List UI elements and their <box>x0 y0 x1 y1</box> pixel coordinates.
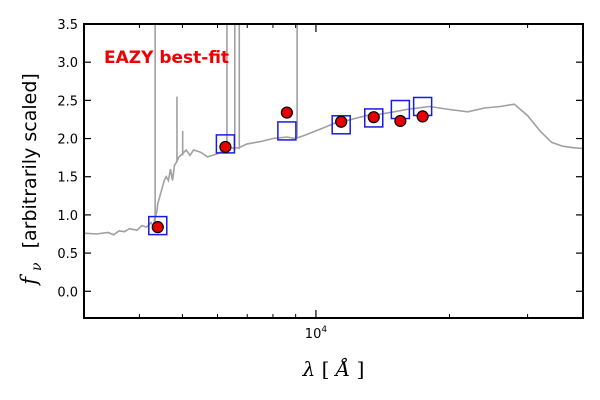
y-axis-text: [arbitrarily scaled] <box>19 73 41 248</box>
x-axis-open-bracket: [ <box>322 357 330 381</box>
plot-clipped <box>84 24 583 236</box>
y-tick-label: 0.5 <box>57 247 78 262</box>
x-axis-unit: Å <box>334 356 350 381</box>
model-flux-square <box>364 108 384 128</box>
axes: 0.0 0.5 1.0 1.5 2.0 2.5 3.0 3.5 104 <box>57 18 583 342</box>
observed-flux-point <box>151 221 164 234</box>
y-tick-label: 3.5 <box>57 18 78 33</box>
observed-flux-point <box>219 140 232 154</box>
x-tick-label: 104 <box>305 325 328 342</box>
y-tick-label: 2.0 <box>57 133 78 148</box>
model-flux-square <box>277 121 297 141</box>
y-axis-subscript: ν <box>29 262 45 271</box>
x-tick-label-exponent: 4 <box>321 325 327 335</box>
observed-flux-point <box>394 114 407 128</box>
y-tick-label: 2.5 <box>57 94 78 109</box>
y-tick-label: 0.0 <box>57 285 78 300</box>
observed-flux-point <box>367 111 380 124</box>
plot-area <box>84 24 583 236</box>
x-tick-label-base: 10 <box>305 327 322 342</box>
observed-flux-point <box>335 115 348 128</box>
template-spectrum-line <box>84 103 583 236</box>
plot-frame <box>83 23 584 319</box>
y-axis-symbol: f <box>17 274 41 287</box>
x-axis-label: λ [ Å ] <box>302 356 365 381</box>
y-tick-label: 1.0 <box>57 209 78 224</box>
y-tick-label: 3.0 <box>57 56 78 71</box>
annotation-label: EAZY best-fit <box>104 48 229 68</box>
observed-flux-point <box>280 106 293 119</box>
observed-flux-point <box>416 110 429 123</box>
y-tick-label: 1.5 <box>57 171 78 186</box>
y-axis-label: f ν [arbitrarily scaled] <box>17 73 46 287</box>
model-flux-square <box>148 215 168 236</box>
x-axis-close-bracket: ] <box>357 357 365 381</box>
x-axis-symbol: λ <box>302 357 316 381</box>
